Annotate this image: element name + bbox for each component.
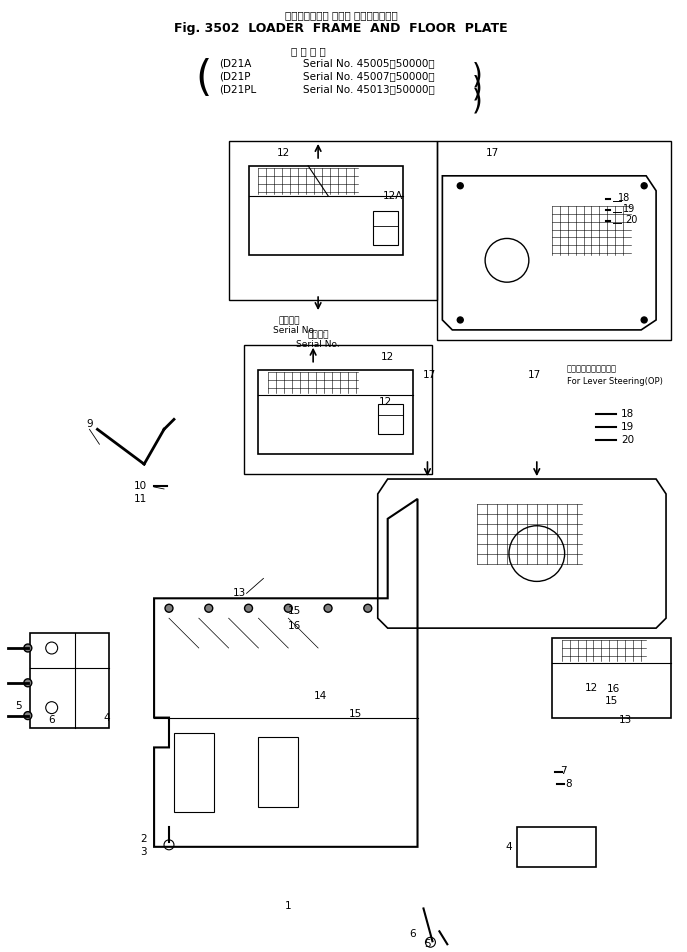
Text: (: ( (196, 57, 212, 100)
Text: 5: 5 (15, 701, 22, 710)
Text: Serial No. 45005～50000）: Serial No. 45005～50000） (303, 58, 435, 69)
Text: Serial No. 45013～50000）: Serial No. 45013～50000） (303, 85, 435, 94)
Text: 1: 1 (285, 902, 291, 911)
Text: 6: 6 (409, 929, 416, 940)
Text: 4: 4 (506, 842, 512, 852)
Circle shape (245, 605, 253, 612)
Text: 12: 12 (585, 683, 598, 693)
Text: 13: 13 (619, 715, 633, 724)
Text: 5: 5 (424, 940, 431, 949)
Text: 20: 20 (625, 214, 638, 225)
Circle shape (24, 645, 32, 652)
Circle shape (24, 679, 32, 686)
Text: レバースチアリング用: レバースチアリング用 (567, 365, 617, 374)
Text: 8: 8 (565, 779, 572, 789)
Text: 12A: 12A (383, 190, 403, 201)
Text: 19: 19 (623, 204, 635, 213)
Text: 7: 7 (560, 766, 567, 776)
Text: For Lever Steering(OP): For Lever Steering(OP) (567, 377, 662, 386)
Text: 4: 4 (103, 713, 110, 723)
Text: 3: 3 (141, 846, 147, 857)
Text: 17: 17 (423, 369, 436, 380)
Circle shape (24, 712, 32, 720)
Text: ): ) (472, 62, 482, 89)
Text: 14: 14 (313, 691, 327, 701)
Text: Serial No.  .: Serial No. . (273, 326, 326, 335)
Text: 12: 12 (277, 148, 290, 158)
Text: 20: 20 (621, 435, 634, 446)
Text: 11: 11 (134, 494, 147, 504)
Text: 10: 10 (134, 481, 147, 491)
Text: (D21P: (D21P (218, 71, 250, 82)
Bar (258, 369, 412, 454)
Text: 13: 13 (234, 588, 247, 599)
Text: 2: 2 (141, 834, 147, 843)
Text: 15: 15 (349, 708, 363, 719)
Text: 18: 18 (621, 409, 635, 420)
Text: ): ) (472, 88, 482, 115)
Text: 17: 17 (528, 369, 541, 380)
Text: 適用号機: 適用号機 (278, 316, 300, 325)
Text: 18: 18 (618, 192, 631, 203)
Circle shape (165, 605, 173, 612)
Text: 15: 15 (289, 606, 302, 616)
Circle shape (458, 317, 463, 323)
Bar (552, 638, 671, 718)
Text: 19: 19 (621, 423, 635, 432)
Bar (373, 210, 398, 246)
Text: 適用号機
Serial No.: 適用号機 Serial No. (296, 330, 340, 349)
Bar (174, 732, 214, 812)
Text: 15: 15 (605, 696, 618, 705)
Bar (229, 141, 438, 300)
Text: ローダフレーム および フロアプレート: ローダフレーム および フロアプレート (284, 10, 397, 20)
Text: 12: 12 (379, 398, 392, 407)
Circle shape (324, 605, 332, 612)
Text: 適 用 号 機: 適 用 号 機 (291, 47, 326, 56)
Bar (438, 141, 671, 340)
Circle shape (364, 605, 372, 612)
Text: 12: 12 (381, 351, 394, 362)
Text: (D21A: (D21A (218, 58, 251, 69)
Text: 16: 16 (289, 621, 302, 631)
Text: 17: 17 (486, 148, 499, 158)
Bar (249, 166, 403, 255)
Text: 6: 6 (48, 715, 55, 724)
Circle shape (458, 183, 463, 188)
Text: Serial No. 45007～50000）: Serial No. 45007～50000） (303, 71, 435, 82)
Bar (258, 738, 298, 807)
Circle shape (641, 317, 647, 323)
Text: 16: 16 (607, 684, 620, 694)
Circle shape (284, 605, 292, 612)
Circle shape (205, 605, 213, 612)
Bar (244, 345, 432, 474)
Text: (D21PL: (D21PL (218, 85, 256, 94)
Circle shape (641, 183, 647, 188)
Bar (378, 405, 403, 434)
Text: ): ) (472, 74, 482, 103)
Text: Fig. 3502  LOADER  FRAME  AND  FLOOR  PLATE: Fig. 3502 LOADER FRAME AND FLOOR PLATE (174, 22, 508, 34)
Text: 9: 9 (86, 419, 93, 429)
